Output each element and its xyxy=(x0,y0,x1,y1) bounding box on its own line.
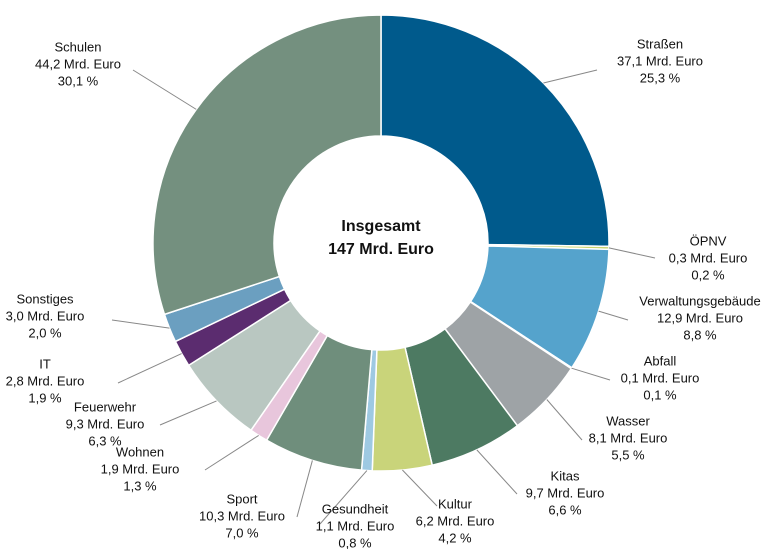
leader-line xyxy=(546,399,583,441)
category-label: Wohnen xyxy=(116,444,164,459)
percentage-label: 6,6 % xyxy=(548,502,582,517)
percentage-label: 2,0 % xyxy=(28,325,62,340)
category-label: Abfall xyxy=(644,353,677,368)
leader-line xyxy=(132,69,197,110)
percentage-label: 6,3 % xyxy=(88,433,122,448)
value-label: 6,2 Mrd. Euro xyxy=(416,513,495,528)
value-label: 10,3 Mrd. Euro xyxy=(199,508,285,523)
leader-line xyxy=(111,319,170,329)
percentage-label: 0,2 % xyxy=(691,267,725,282)
value-label: 9,3 Mrd. Euro xyxy=(66,416,145,431)
value-label: 0,3 Mrd. Euro xyxy=(669,250,748,265)
category-label: Wasser xyxy=(606,413,650,428)
percentage-label: 25,3 % xyxy=(640,70,681,85)
value-label: 9,7 Mrd. Euro xyxy=(526,485,605,500)
value-label: 37,1 Mrd. Euro xyxy=(617,53,703,68)
value-label: 12,9 Mrd. Euro xyxy=(657,310,743,325)
category-label: Straßen xyxy=(637,36,683,51)
category-label: Verwaltungsgebäude xyxy=(639,293,760,308)
leader-line xyxy=(571,367,611,381)
percentage-label: 5,5 % xyxy=(611,447,645,462)
category-label: IT xyxy=(39,356,51,371)
leader-line xyxy=(319,470,368,525)
slices xyxy=(152,14,610,472)
leader-line xyxy=(117,353,182,384)
percentage-label: 0,8 % xyxy=(338,535,372,549)
category-label: ÖPNV xyxy=(690,233,727,248)
percentage-label: 4,2 % xyxy=(438,530,472,545)
value-label: 0,1 Mrd. Euro xyxy=(621,370,700,385)
center-label: Insgesamt xyxy=(341,218,421,235)
value-label: 3,0 Mrd. Euro xyxy=(6,308,85,323)
category-label: Kultur xyxy=(438,496,473,511)
percentage-label: 1,3 % xyxy=(123,478,157,493)
value-label: 44,2 Mrd. Euro xyxy=(35,56,121,71)
leader-line xyxy=(543,69,598,84)
value-label: 8,1 Mrd. Euro xyxy=(589,430,668,445)
category-label: Schulen xyxy=(55,39,102,54)
category-label: Sport xyxy=(226,491,257,506)
percentage-label: 7,0 % xyxy=(225,525,259,540)
percentage-label: 1,9 % xyxy=(28,390,62,405)
donut-hole xyxy=(274,136,488,350)
leader-line xyxy=(598,310,629,321)
category-label: Sonstiges xyxy=(16,291,74,306)
center-label: 147 Mrd. Euro xyxy=(328,241,434,258)
leader-line xyxy=(476,449,518,495)
category-label: Kitas xyxy=(551,468,580,483)
value-label: 2,8 Mrd. Euro xyxy=(6,373,85,388)
leader-line xyxy=(608,247,656,259)
category-label: Gesundheit xyxy=(322,501,389,516)
leader-line xyxy=(402,469,438,507)
value-label: 1,9 Mrd. Euro xyxy=(101,461,180,476)
category-label: Feuerwehr xyxy=(74,399,137,414)
percentage-label: 0,1 % xyxy=(643,387,677,402)
percentage-label: 30,1 % xyxy=(58,73,99,88)
leader-line xyxy=(296,460,313,518)
value-label: 1,1 Mrd. Euro xyxy=(316,518,395,533)
leader-line xyxy=(159,400,217,426)
leader-line xyxy=(204,434,259,471)
percentage-label: 8,8 % xyxy=(683,327,717,342)
